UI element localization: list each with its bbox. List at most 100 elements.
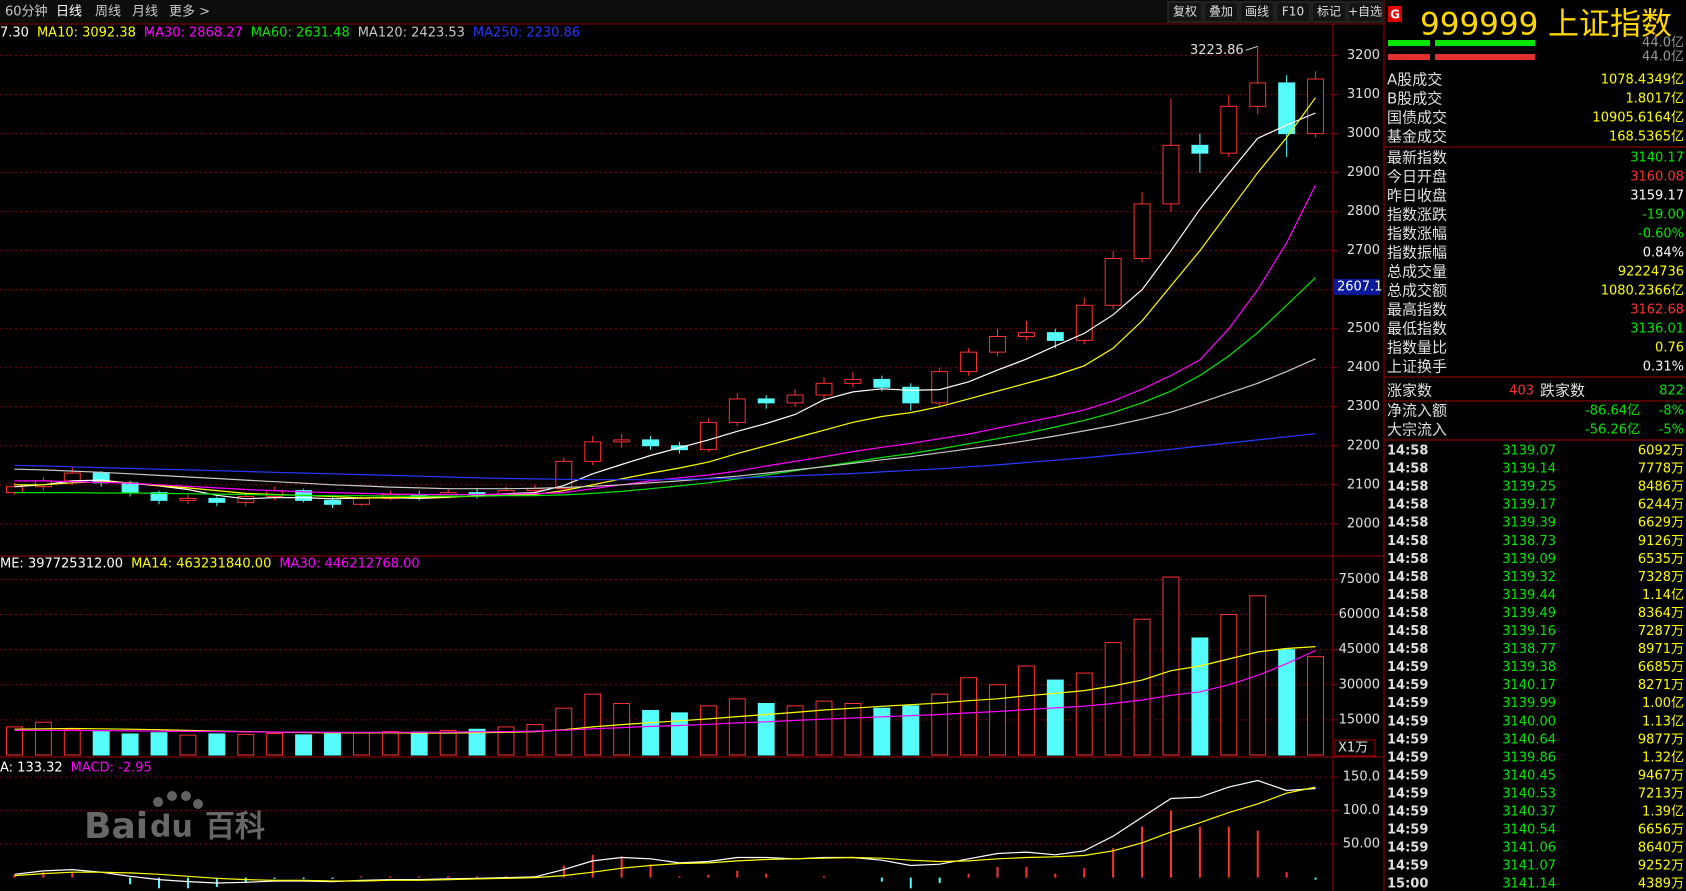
tick-volume: 9252万 xyxy=(1638,859,1684,874)
tick-time: 14:58 xyxy=(1387,624,1428,639)
tick-time: 15:00 xyxy=(1387,877,1428,891)
tick-time: 14:59 xyxy=(1387,786,1428,801)
candle-body xyxy=(6,486,23,494)
quote-value: 168.5365亿 xyxy=(1609,130,1684,145)
tick-price: 3139.99 xyxy=(1502,696,1556,711)
candle-body xyxy=(150,492,168,501)
max-label: 3223.86 xyxy=(1190,43,1244,58)
unit-box xyxy=(1334,739,1376,757)
toolbar-button[interactable]: 标记 xyxy=(1317,5,1341,19)
volume-bar xyxy=(584,693,602,756)
volume-bar xyxy=(728,698,746,756)
tick-price: 3139.17 xyxy=(1502,498,1556,513)
volume-bar xyxy=(699,705,717,756)
candle-body xyxy=(902,386,920,404)
tick-price: 3138.77 xyxy=(1502,642,1556,657)
volume-bar xyxy=(468,728,486,756)
sell-bar xyxy=(1435,54,1535,60)
tick-price: 3139.09 xyxy=(1502,552,1556,567)
quote-value: 3159.17 xyxy=(1630,189,1684,204)
tick-time: 14:59 xyxy=(1387,696,1428,711)
candle-body xyxy=(352,497,370,505)
flow-label: 大宗流入 xyxy=(1387,421,1447,439)
toolbar-button[interactable]: 画线 xyxy=(1245,5,1269,19)
ma-line xyxy=(14,112,1316,500)
quote-value: 0.76 xyxy=(1655,341,1684,356)
ma-line xyxy=(14,433,1316,481)
quote-label: B股成交 xyxy=(1387,90,1442,108)
volume-bar xyxy=(786,705,804,756)
quote-value: 1078.4349亿 xyxy=(1601,73,1684,88)
volume-bar xyxy=(1307,656,1324,756)
volume-bar xyxy=(642,710,659,756)
volume-bar xyxy=(324,733,341,756)
tick-volume: 9126万 xyxy=(1638,534,1684,549)
legend-entry: MACD: -2.95 xyxy=(71,761,152,776)
quote-value: 92224736 xyxy=(1618,265,1684,280)
volume-bar xyxy=(34,721,52,756)
volume-bar xyxy=(237,733,255,756)
tick-volume: 4389万 xyxy=(1638,877,1684,891)
flow-pct: -8% xyxy=(1659,404,1684,419)
volume-bar xyxy=(1075,672,1093,756)
legend-entry: 7.30 xyxy=(0,26,29,41)
volume-bar xyxy=(208,733,226,756)
quote-label: 总成交额 xyxy=(1387,282,1447,300)
quote-label: 国债成交 xyxy=(1387,109,1447,127)
amount-side: 44.0亿 xyxy=(1642,36,1684,51)
candle-body xyxy=(1307,78,1324,135)
toolbar xyxy=(0,0,1385,24)
y-tick-label: 75000 xyxy=(1339,572,1380,587)
tick-price: 3140.45 xyxy=(1502,768,1556,783)
quote-value: 10905.6164亿 xyxy=(1592,111,1684,126)
tick-volume: 6092万 xyxy=(1638,444,1684,459)
timeframe-tab[interactable]: 更多 > xyxy=(169,4,210,20)
timeframe-tab[interactable]: 周线 xyxy=(95,5,121,20)
candle-body xyxy=(266,490,284,497)
flow-label: 净流入额 xyxy=(1387,402,1447,420)
volume-bar xyxy=(1278,649,1296,756)
tick-time: 14:58 xyxy=(1387,480,1428,495)
tick-volume: 8971万 xyxy=(1638,642,1684,657)
timeframe-tab[interactable]: 月线 xyxy=(132,5,158,20)
watermark-paw xyxy=(167,791,177,801)
y-tick-label: 2200 xyxy=(1347,438,1380,453)
tick-price: 3139.38 xyxy=(1502,660,1556,675)
timeframe-tab[interactable]: 日线 xyxy=(56,5,82,20)
toolbar-button[interactable]: 复权 xyxy=(1173,5,1197,19)
candle-body xyxy=(237,495,255,503)
timeframe-tab[interactable]: 60分钟 xyxy=(5,4,48,20)
volume-bar xyxy=(931,693,949,756)
toolbar-button[interactable]: F10 xyxy=(1282,5,1304,19)
ma-line xyxy=(14,97,1316,499)
candle-body xyxy=(873,378,891,388)
tick-price: 3139.39 xyxy=(1502,516,1556,531)
volume-bar xyxy=(92,731,110,756)
toolbar-button[interactable]: +自选 xyxy=(1348,5,1382,19)
cursor-box xyxy=(1334,278,1380,295)
toolbar-button-box xyxy=(1311,1,1347,23)
macd-line xyxy=(14,779,1316,884)
quote-label: 上证换手 xyxy=(1387,358,1447,376)
tick-volume: 1.39亿 xyxy=(1642,805,1684,820)
tick-time: 14:58 xyxy=(1387,462,1428,477)
legend-entry: MA30: 2868.27 xyxy=(144,26,243,41)
ma-line xyxy=(14,358,1316,490)
badge-box xyxy=(1388,6,1402,22)
toolbar-button[interactable]: 叠加 xyxy=(1209,5,1233,19)
quote-label: 最新指数 xyxy=(1387,149,1447,167)
y-tick-label: 2700 xyxy=(1347,243,1380,258)
tick-volume: 6656万 xyxy=(1638,823,1684,838)
tick-price: 3140.54 xyxy=(1502,823,1556,838)
candle-body xyxy=(1162,144,1180,205)
legend-entry: MA10: 3092.38 xyxy=(37,26,136,41)
volume-bar xyxy=(757,702,775,756)
tick-volume: 7778万 xyxy=(1638,462,1684,477)
volume-bar xyxy=(179,734,197,756)
tick-volume: 9467万 xyxy=(1638,768,1684,783)
macd-line xyxy=(14,786,1316,882)
tick-volume: 6244万 xyxy=(1638,498,1684,513)
tick-time: 14:59 xyxy=(1387,859,1428,874)
volume-bar xyxy=(295,734,313,756)
